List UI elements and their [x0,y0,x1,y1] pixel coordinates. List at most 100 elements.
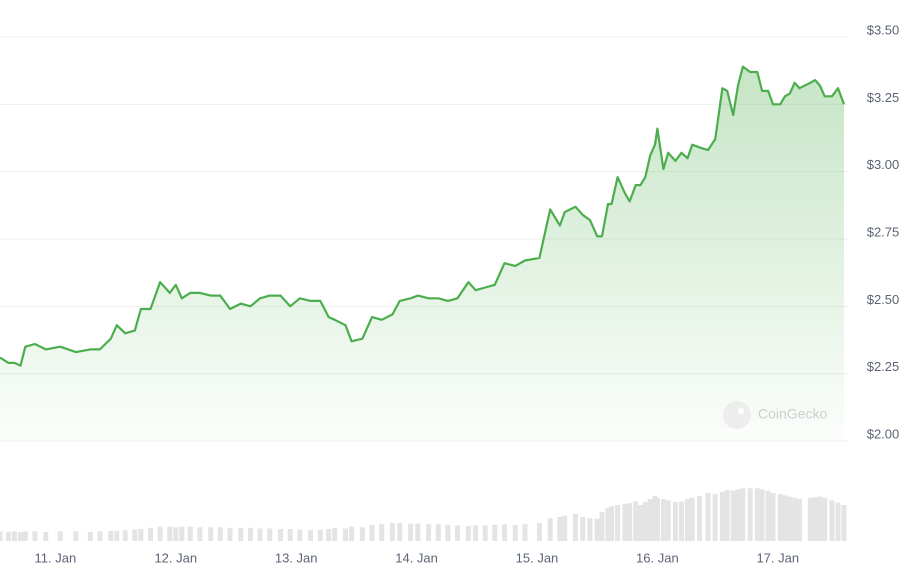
volume-bar [777,494,783,541]
volume-bar [43,532,49,541]
volume-bar [197,527,203,541]
volume-bar [735,489,741,541]
volume-bar [822,497,828,541]
x-tick-label: 11. Jan [35,550,77,565]
watermark-text: CoinGecko [758,406,827,422]
y-tick-label: $2.25 [867,359,900,374]
volume-bar [208,527,214,541]
volume-bar [697,496,703,541]
volume-bar [482,525,488,541]
volume-bar [522,524,528,541]
volume-bar [829,500,835,541]
volume-bar [633,501,639,541]
y-tick-label: $3.50 [867,22,900,37]
volume-bar [157,526,163,541]
volume-bar [782,495,788,541]
volume-bar [179,526,185,541]
volume-bar [841,505,847,541]
volume-bar [473,525,479,541]
volume-bar [435,524,441,541]
volume-bar [278,529,284,541]
volume-bar [835,502,841,541]
volume-bar [812,497,818,541]
price-line [0,65,846,367]
volume-bar [465,526,471,541]
watermark-logo-eye [738,408,744,414]
x-tick-label: 14. Jan [395,550,438,565]
volume-bar [684,499,690,541]
volume-bar [599,512,605,541]
volume-bar [97,531,103,541]
volume-bar [408,523,414,541]
volume-bar [122,530,128,541]
volume-bar [73,531,79,541]
volume-bar [557,517,563,541]
y-tick-label: $3.00 [867,157,900,172]
volume-bar [187,526,193,541]
volume-bar [167,526,173,541]
volume-bar [678,501,684,541]
volume-bar [5,532,11,541]
volume-bar [605,508,611,541]
volume-bar [17,532,23,541]
y-tick-label: $2.50 [867,292,900,307]
volume-bar [343,528,349,541]
volume-bar [765,490,771,541]
volume-bar [627,503,633,541]
x-tick-label: 15. Jan [516,550,559,565]
volume-bar [359,527,365,541]
volume-bar [547,518,553,541]
volume-bar [369,524,375,541]
volume-bar [132,529,138,541]
volume-bar [724,490,730,541]
volume-bar [622,503,628,541]
volume-bar [492,524,498,541]
price-area [0,66,844,441]
volume-bar [609,506,615,541]
volume-bar [57,531,63,541]
volume-bar [32,531,38,541]
volume-bar [114,530,120,541]
volume-bar [740,488,746,541]
volume-bar [562,515,568,541]
volume-bar [587,518,593,541]
watermark: CoinGecko [723,401,827,429]
volume-bar [754,488,760,541]
volume-bar [287,529,293,541]
y-tick-label: $2.75 [867,224,900,239]
volume-bar [397,523,403,541]
volume-bar [647,499,653,541]
volume-bar [638,505,644,541]
volume-bar [267,528,273,541]
volume-bar [689,497,695,541]
volume-bar [660,499,666,541]
volume-bar [747,488,753,541]
volume-bar [759,489,765,541]
volume-bar [705,493,711,541]
volume-bar [642,502,648,541]
volume-bar [390,523,396,541]
volume-bar [573,514,579,541]
volume-bar [173,527,179,541]
volume-bar [227,527,233,541]
volume-bar [247,527,253,541]
volume-bar [317,529,323,541]
watermark-logo [723,401,751,429]
volume-bar [426,524,432,541]
volume-bar [0,531,3,541]
volume-bar [672,502,678,541]
volume-bar [11,531,17,541]
volume-bar [580,517,586,541]
volume-bar [455,525,461,541]
volume-bar [138,529,144,541]
volume-bar [719,491,725,541]
volume-bar [594,518,600,541]
volume-bars [0,488,847,541]
volume-bar [326,529,332,541]
volume-bar [615,505,621,541]
volume-bar [807,497,813,541]
x-tick-label: 12. Jan [154,550,197,565]
volume-bar [297,529,303,541]
y-tick-label: $3.25 [867,90,900,105]
